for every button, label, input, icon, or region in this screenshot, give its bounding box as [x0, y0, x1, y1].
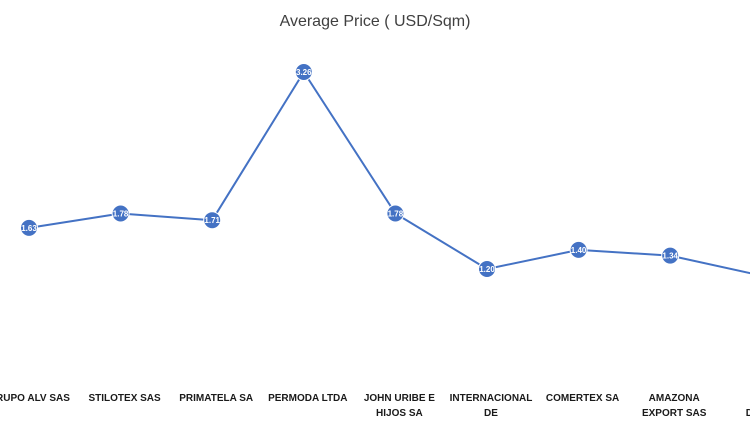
data-label: 3.26 — [296, 68, 312, 77]
category-label: AMAZONA EXPORT SAS — [642, 393, 707, 419]
data-point — [203, 211, 222, 230]
chart-title: Average Price ( USD/Sqm) — [280, 13, 471, 30]
data-point — [386, 204, 405, 223]
category-label: RUPO ALV SAS — [0, 393, 70, 404]
data-point — [478, 260, 496, 278]
category-label-layer: RUPO ALV SAS STILOTEX SAS PRIMATELA SA PERM… — [0, 393, 750, 419]
data-point — [569, 240, 588, 259]
data-label: 1.78 — [388, 210, 404, 219]
series-layer: 1.63 1.78 1.71 3.26 1.78 1.20 1.40 1.34 — [20, 63, 750, 278]
data-point — [661, 246, 680, 265]
data-label: 1.78 — [113, 210, 129, 219]
category-label: PRIMATELA SA — [179, 393, 253, 404]
category-label: COLODE COM — [746, 393, 750, 419]
data-label: 1.20 — [479, 265, 495, 274]
data-point — [111, 204, 130, 223]
data-label: 1.63 — [21, 224, 37, 233]
category-label: JOHN URIBE E HIJOS SA — [364, 393, 435, 419]
category-label: INTERNACIONAL DE — [450, 393, 533, 419]
category-label: STILOTEX SAS — [88, 393, 161, 404]
category-label: PERMODA LTDA — [268, 393, 347, 404]
data-label: 1.71 — [204, 216, 220, 225]
data-point — [294, 63, 313, 81]
data-point — [20, 218, 38, 237]
data-label: 1.34 — [662, 252, 678, 261]
data-label: 1.40 — [571, 246, 587, 255]
category-label: COMERTEX SA — [546, 393, 619, 404]
